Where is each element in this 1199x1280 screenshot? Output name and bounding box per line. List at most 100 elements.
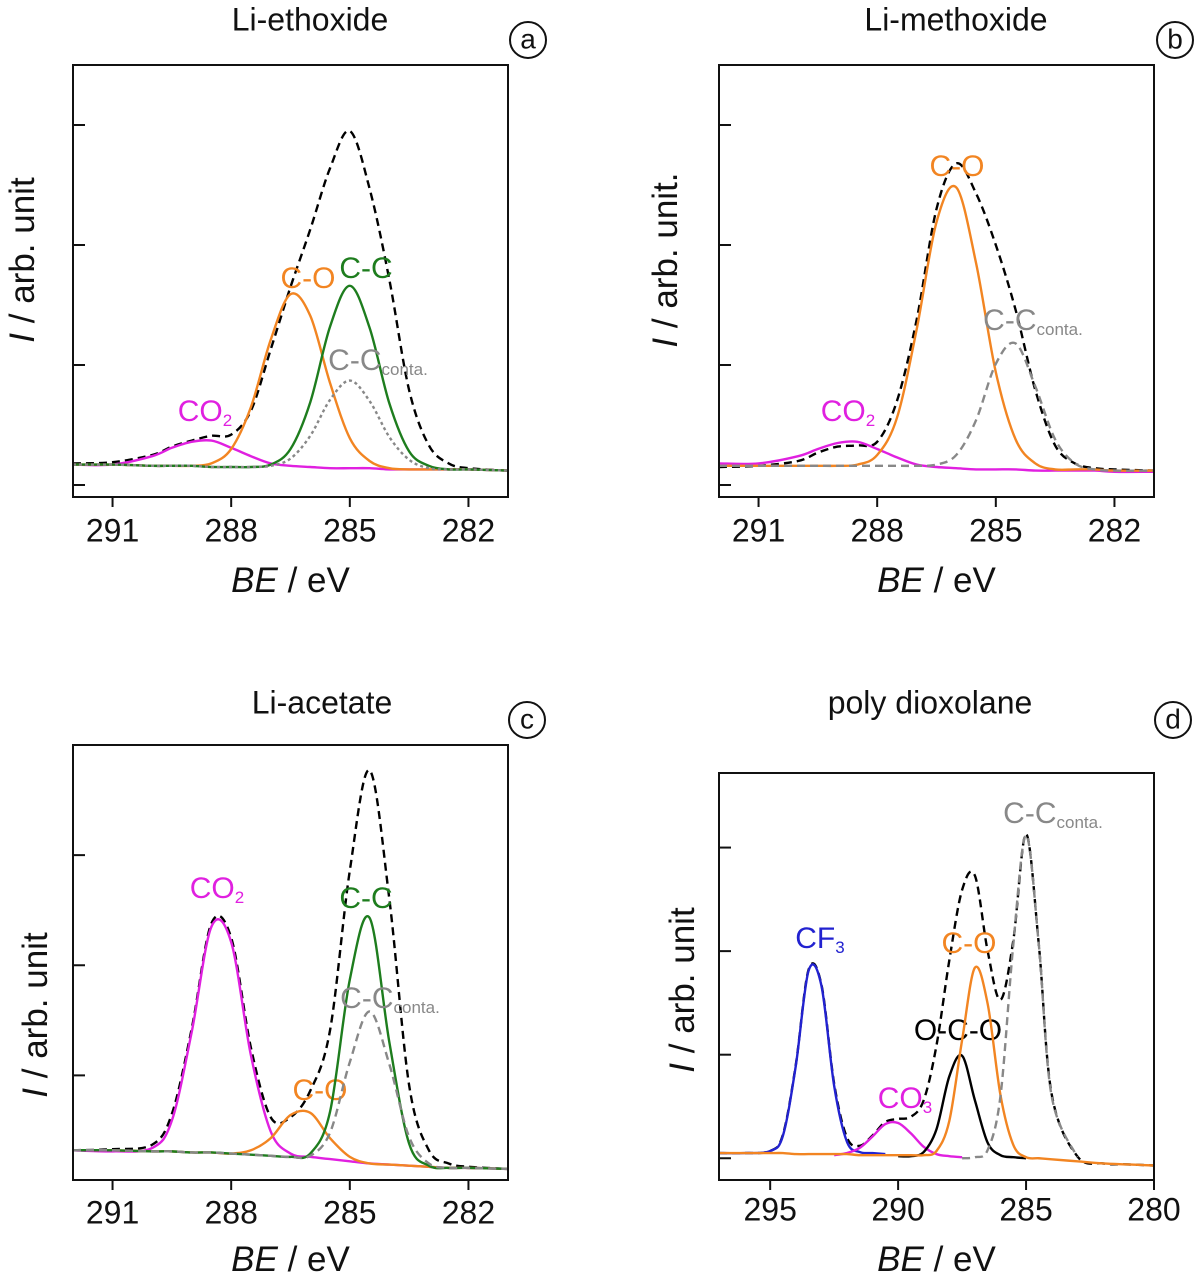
peak-name: CO: [821, 395, 866, 428]
y-axis-label-italic: I: [646, 338, 685, 348]
peak-name: CO: [190, 872, 235, 905]
peak-label: C-Cconta.: [328, 344, 428, 380]
x-axis-label-italic: BE: [877, 561, 924, 600]
x-axis-label-italic: BE: [231, 561, 278, 600]
y-axis-label-italic: I: [663, 1063, 702, 1073]
y-axis-label-italic: I: [3, 333, 42, 343]
y-axis-label-italic: I: [16, 1088, 55, 1098]
y-axis-label-text: / arb. unit: [3, 177, 42, 333]
peak-subscript: 3: [835, 938, 844, 957]
peak-name: C-O: [281, 262, 336, 295]
series-line: [72, 129, 509, 472]
peak-subscript: conta.: [394, 998, 440, 1017]
x-tick-label: 288: [850, 512, 903, 548]
panel-badge: [509, 21, 547, 59]
x-tick-label: 291: [732, 512, 785, 548]
panel-letter: c: [520, 703, 534, 734]
peak-name: CO: [878, 1082, 923, 1115]
x-tick-label: 291: [86, 1194, 139, 1230]
peak-label: CO2: [190, 872, 244, 908]
x-tick-label: 282: [442, 512, 495, 548]
y-axis-label: I / arb. unit.: [646, 172, 685, 347]
peak-subscript: 3: [923, 1098, 932, 1117]
series-line: [833, 1120, 963, 1159]
peak-name: C-C: [1003, 797, 1056, 830]
panel-title: Li-acetate: [252, 684, 393, 720]
y-axis-label: I / arb. unit: [3, 177, 42, 343]
peak-label: CO2: [178, 395, 232, 431]
x-axis-label-italic: BE: [231, 1240, 278, 1279]
panel-title: Li-methoxide: [864, 1, 1047, 37]
series-line: [961, 833, 1079, 1160]
series-line: [72, 284, 509, 472]
x-tick-label: 282: [1088, 512, 1141, 548]
peak-subscript: 2: [223, 411, 232, 430]
x-axis-label-text: / eV: [924, 561, 997, 600]
x-tick-label: 290: [871, 1191, 924, 1227]
series-line: [719, 184, 1155, 472]
panel-letter: b: [1167, 23, 1183, 54]
peak-name: C-O: [930, 150, 985, 183]
panel-badge: [1156, 21, 1194, 59]
series-line: [72, 292, 509, 472]
peak-label: C-Cconta.: [983, 304, 1083, 340]
series-line: [72, 918, 509, 1171]
panel-badge: [1154, 701, 1192, 739]
x-axis-label: BE / eV: [877, 1240, 996, 1279]
x-axis-label: BE / eV: [877, 561, 996, 600]
x-tick-label: 285: [969, 512, 1022, 548]
series-line: [718, 965, 1155, 1167]
peak-name: CF: [795, 922, 835, 955]
peak-label: CO3: [878, 1082, 932, 1118]
peak-name: C-C: [328, 344, 381, 377]
peak-name: C-O: [942, 927, 997, 960]
peak-subscript: 2: [866, 411, 875, 430]
plot-frame: [72, 64, 509, 498]
series-line: [718, 832, 1155, 1167]
peak-label: C-C: [339, 252, 392, 285]
plot-frame: [718, 772, 1155, 1181]
series-line: [72, 1010, 509, 1171]
panel-letter: a: [520, 23, 536, 54]
x-tick-label: 280: [1127, 1191, 1180, 1227]
x-axis-label-text: / eV: [278, 561, 351, 600]
y-axis-label: I / arb. unit: [16, 932, 55, 1098]
x-axis-label: BE / eV: [231, 561, 350, 600]
peak-label: C-O: [930, 150, 985, 183]
panel-title: Li-ethoxide: [232, 1, 389, 37]
y-axis-label: I / arb. unit: [663, 907, 702, 1073]
x-axis-label: BE / eV: [231, 1240, 350, 1279]
x-tick-label: 288: [204, 512, 257, 548]
series-line: [718, 162, 1155, 472]
x-axis-label-text: / eV: [924, 1240, 997, 1279]
peak-name: C-C: [339, 252, 392, 285]
panel-letter: d: [1165, 703, 1181, 734]
series-line: [72, 769, 509, 1171]
x-tick-label: 295: [743, 1191, 796, 1227]
plot-frame: [72, 744, 509, 1181]
peak-subscript: 2: [235, 888, 244, 907]
peak-subscript: conta.: [1037, 320, 1083, 339]
y-axis-label-text: / arb. unit: [16, 932, 55, 1088]
peak-label: C-Cconta.: [340, 982, 440, 1018]
x-axis-label-italic: BE: [877, 1240, 924, 1279]
y-axis-label-text: / arb. unit.: [646, 172, 685, 337]
plot-frame: [718, 64, 1155, 498]
series-line: [718, 963, 886, 1156]
series-line: [72, 1109, 509, 1171]
x-tick-label: 282: [442, 1194, 495, 1230]
x-tick-label: 291: [86, 512, 139, 548]
peak-label: C-O: [942, 927, 997, 960]
x-tick-label: 288: [204, 1194, 257, 1230]
peak-subscript: conta.: [382, 360, 428, 379]
panel-title: poly dioxolane: [828, 684, 1033, 720]
x-axis-label-text: / eV: [278, 1240, 351, 1279]
peak-label: C-Cconta.: [1003, 797, 1103, 833]
peak-name: CO: [178, 395, 223, 428]
peak-label: CF3: [795, 922, 844, 958]
series-line: [719, 341, 1155, 472]
panel-badge: [508, 701, 546, 739]
peak-name: C-C: [983, 304, 1036, 337]
peak-subscript: conta.: [1057, 813, 1103, 832]
